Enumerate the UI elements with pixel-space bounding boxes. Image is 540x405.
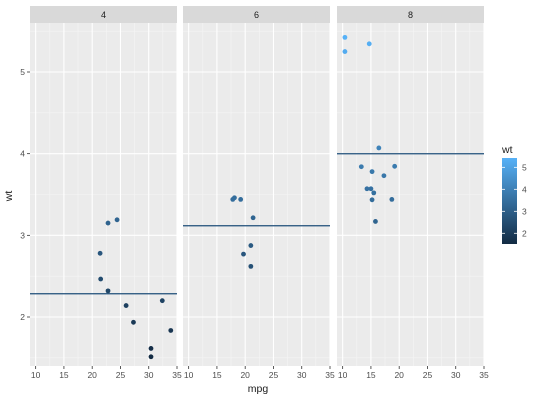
data-point (368, 186, 374, 192)
data-point (105, 220, 111, 226)
colorbar-tick-label: 4 (522, 184, 527, 194)
x-tick-label: 25 (423, 370, 433, 380)
data-point (366, 41, 372, 47)
x-tick-label: 30 (451, 370, 461, 380)
data-point (358, 164, 364, 170)
x-tick-label: 20 (87, 370, 97, 380)
facet-strip-label: 8 (408, 10, 413, 20)
colorbar-tick-label: 5 (522, 162, 527, 172)
y-tick-label: 2 (20, 312, 25, 322)
data-point (248, 243, 254, 248)
facet-strip (337, 6, 484, 23)
data-point (114, 217, 120, 223)
data-point (148, 346, 154, 351)
data-point (342, 49, 348, 54)
y-tick-label: 4 (20, 149, 25, 159)
data-point (342, 34, 348, 40)
x-tick-label: 15 (366, 370, 376, 380)
data-point (373, 219, 378, 224)
data-point (389, 197, 395, 202)
data-point (371, 190, 377, 196)
data-point (241, 251, 246, 257)
y-tick-label: 3 (20, 230, 25, 240)
x-axis-title: mpg (248, 383, 269, 395)
data-point (376, 145, 382, 151)
x-tick-label: 20 (394, 370, 404, 380)
data-point (98, 276, 104, 282)
colorbar-tick-label: 2 (522, 228, 527, 238)
facet-panel-8: 8 (337, 6, 485, 366)
data-point (369, 169, 375, 175)
data-point (159, 298, 165, 304)
y-tick-label: 5 (20, 67, 25, 77)
data-point (364, 186, 370, 192)
data-point (105, 288, 111, 294)
facet-panel-6: 6 (183, 6, 331, 366)
colorbar-gradient (502, 158, 517, 244)
x-tick-label: 35 (479, 370, 489, 380)
facet-strip-label: 4 (101, 10, 106, 20)
x-tick-label: 10 (184, 370, 194, 380)
data-point (381, 173, 387, 179)
x-tick-label: 15 (59, 370, 69, 380)
data-point (97, 250, 103, 256)
axes: 10 15 20 25 30 35 10 15 20 25 30 35 10 15 20 25 30 352345… (3, 67, 489, 395)
facet-strip (183, 6, 330, 23)
x-tick-label: 20 (240, 370, 250, 380)
data-point (248, 263, 254, 269)
x-tick-label: 10 (31, 370, 41, 380)
x-tick-label: 25 (269, 370, 279, 380)
colorbar-title: wt (501, 144, 513, 156)
data-point (168, 328, 174, 333)
data-point (369, 197, 375, 203)
colorbar-legend: wt 2 3 4 5 (501, 144, 527, 244)
data-point (131, 319, 136, 325)
x-tick-label: 35 (172, 370, 182, 380)
colorbar-tick-label: 3 (522, 206, 527, 216)
x-tick-label: 25 (116, 370, 126, 380)
facet-panel-4: 4 (30, 6, 178, 366)
data-point (148, 354, 154, 360)
x-tick-label: 30 (297, 370, 307, 380)
facets: 4 6 8 (30, 6, 485, 366)
data-point (232, 195, 237, 201)
data-point (123, 303, 129, 308)
y-axis-title: wt (3, 191, 15, 203)
x-tick-label: 35 (325, 370, 335, 380)
data-point (250, 215, 256, 221)
data-point (238, 197, 244, 202)
facet-strip-label: 6 (254, 10, 259, 20)
facet-strip (30, 6, 177, 23)
x-tick-label: 30 (144, 370, 154, 380)
x-tick-label: 15 (212, 370, 222, 380)
data-point (392, 163, 398, 169)
x-tick-label: 10 (338, 370, 348, 380)
